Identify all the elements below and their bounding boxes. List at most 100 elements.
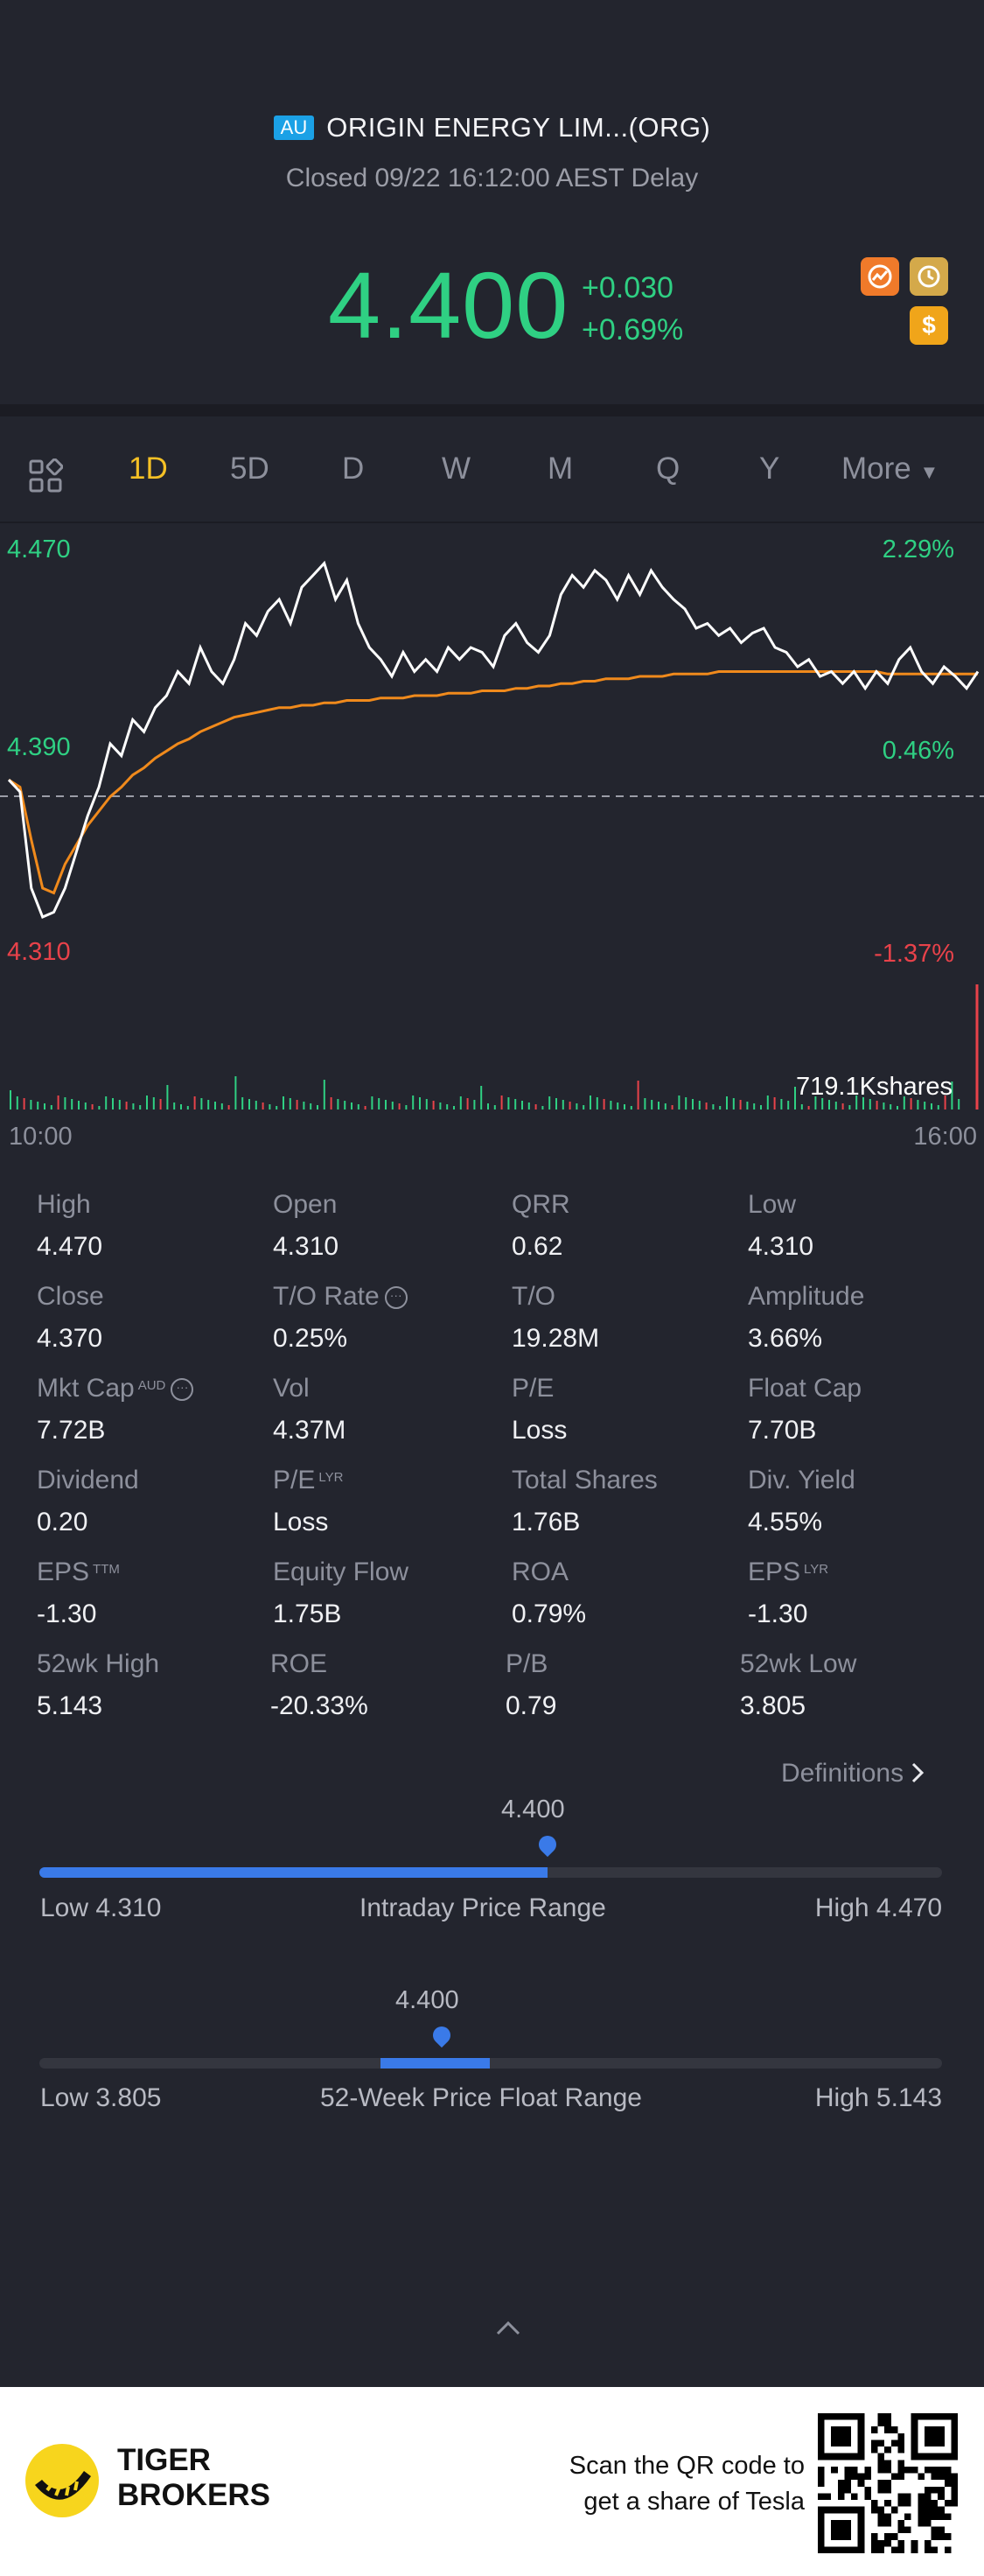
stat-value: 0.79	[506, 1691, 557, 1720]
stat-cell: Dividend 0.20	[37, 1466, 139, 1537]
stat-cell: T/O Rate ··· 0.25%	[273, 1282, 408, 1354]
chevron-up-icon[interactable]	[495, 2319, 521, 2341]
tab-q[interactable]: Q	[656, 452, 680, 486]
market-status: Closed 09/22 16:12:00 AEST Delay	[285, 164, 699, 192]
stat-cell: ROE -20.33%	[270, 1649, 368, 1721]
stat-label: EPS TTM	[37, 1558, 120, 1587]
promo-line1: Scan the QR code to	[569, 2452, 805, 2480]
stat-value: 0.25%	[273, 1324, 348, 1353]
week52-marker-icon	[429, 2022, 455, 2048]
stat-cell: Amplitude 3.66%	[748, 1282, 864, 1354]
stat-value: -1.30	[37, 1600, 97, 1628]
stat-label: ROA	[512, 1558, 586, 1587]
stat-label[interactable]: T/O Rate ···	[273, 1282, 408, 1312]
tab-m[interactable]: M	[548, 452, 574, 486]
stat-label: ROE	[270, 1649, 368, 1679]
pct-label-mid: 0.46%	[882, 737, 954, 765]
stat-value: 3.66%	[748, 1324, 823, 1353]
stat-label-text: Mkt Cap	[37, 1374, 135, 1403]
stat-superscript: AUD	[137, 1378, 166, 1393]
tab-more[interactable]: More ▼	[841, 452, 939, 486]
stat-label: EPS LYR	[748, 1558, 828, 1587]
qr-code-icon[interactable]	[818, 2413, 958, 2553]
stat-label-text: P/E	[512, 1374, 555, 1403]
stat-cell: Float Cap 7.70B	[748, 1374, 862, 1446]
stat-value: -20.33%	[270, 1691, 368, 1720]
brand-line2: BROKERS	[117, 2478, 271, 2512]
clock-history-icon[interactable]	[910, 257, 948, 296]
price-line	[7, 560, 980, 919]
intraday-chart[interactable]: 4.470 4.390 4.310 2.29% 0.46% -1.37% 719…	[0, 525, 984, 1151]
stat-label: Vol	[273, 1374, 345, 1404]
stat-label-text: EPS	[37, 1558, 90, 1586]
stat-value: 4.470	[37, 1232, 103, 1261]
stat-value: 4.55%	[748, 1508, 823, 1536]
stat-value: 5.143	[37, 1691, 103, 1720]
stat-value: 0.20	[37, 1508, 88, 1536]
stat-label: T/O	[512, 1282, 599, 1312]
info-icon[interactable]: ···	[384, 1286, 408, 1310]
stat-label-text: T/O Rate	[273, 1282, 380, 1311]
stat-value: Loss	[512, 1416, 568, 1445]
stat-cell: P/E LYR Loss	[273, 1466, 343, 1537]
time-end: 16:00	[913, 1123, 977, 1151]
stat-label: P/E	[512, 1374, 567, 1404]
stat-cell: High 4.470	[37, 1190, 102, 1262]
stat-value: 1.75B	[273, 1600, 342, 1628]
tab-d[interactable]: D	[342, 452, 365, 486]
stat-label: Dividend	[37, 1466, 139, 1495]
stat-label-text: EPS	[748, 1558, 801, 1586]
stat-label-text: ROE	[270, 1649, 328, 1678]
stat-label: Total Shares	[512, 1466, 658, 1495]
stat-value: 4.370	[37, 1324, 103, 1353]
stat-label: Low	[748, 1190, 813, 1220]
stat-label[interactable]: Mkt Cap AUD ···	[37, 1374, 194, 1404]
stat-label-text: Total Shares	[512, 1466, 658, 1494]
stat-value: 4.310	[273, 1232, 339, 1261]
week52-high-label: High 5.143	[814, 2083, 942, 2112]
tab-1d[interactable]: 1D	[129, 452, 168, 486]
stat-label: P/E LYR	[273, 1466, 343, 1495]
stat-value: 3.805	[740, 1691, 806, 1720]
stat-label: 52wk Low	[740, 1649, 856, 1679]
intraday-low-label: Low 4.310	[40, 1894, 162, 1922]
pct-label-low: -1.37%	[874, 940, 954, 968]
stat-label-text: Open	[273, 1190, 338, 1219]
tab-w[interactable]: W	[442, 452, 471, 486]
grid-icon[interactable]	[28, 458, 64, 498]
definitions-link[interactable]: Definitions	[781, 1759, 925, 1788]
stat-label-text: T/O	[512, 1282, 555, 1311]
stat-label-text: Dividend	[37, 1466, 139, 1494]
brand-name: TIGER BROKERS	[117, 2443, 270, 2513]
stat-label-text: 52wk High	[37, 1649, 160, 1678]
tiger-logo-icon	[23, 2441, 101, 2524]
chart-flag-icon[interactable]	[861, 257, 899, 296]
y-label-high: 4.470	[7, 536, 71, 564]
stat-value: 4.310	[748, 1232, 814, 1261]
stat-cell: Close 4.370	[37, 1282, 104, 1354]
tab-5d[interactable]: 5D	[230, 452, 269, 486]
info-icon[interactable]: ···	[171, 1378, 194, 1402]
y-label-low: 4.310	[7, 938, 71, 966]
dollar-icon[interactable]: $	[910, 306, 948, 345]
stat-label-text: P/B	[506, 1649, 548, 1678]
stock-name[interactable]: ORIGIN ENERGY LIM...(ORG)	[326, 112, 711, 143]
stat-value: 4.37M	[273, 1416, 346, 1445]
stat-label: Equity Flow	[273, 1558, 408, 1587]
stat-value: 1.76B	[512, 1508, 581, 1536]
week52-low-label: Low 3.805	[40, 2083, 162, 2112]
promo-text: Scan the QR code to get a share of Tesla	[569, 2448, 805, 2520]
stat-superscript: LYR	[804, 1562, 829, 1577]
definitions-label: Definitions	[781, 1759, 904, 1788]
promo-line2: get a share of Tesla	[583, 2488, 805, 2516]
stat-cell: Total Shares 1.76B	[512, 1466, 658, 1537]
brand-line1: TIGER	[117, 2443, 211, 2477]
stat-label-text: Amplitude	[748, 1282, 865, 1311]
tab-y[interactable]: Y	[759, 452, 780, 486]
stat-label-text: 52wk Low	[740, 1649, 857, 1678]
stat-value: 0.62	[512, 1232, 563, 1261]
stat-cell: Equity Flow 1.75B	[273, 1558, 408, 1629]
stat-label-text: P/E	[273, 1466, 316, 1494]
stat-value: Loss	[273, 1508, 329, 1536]
volume-label: 719.1Kshares	[796, 1073, 953, 1101]
